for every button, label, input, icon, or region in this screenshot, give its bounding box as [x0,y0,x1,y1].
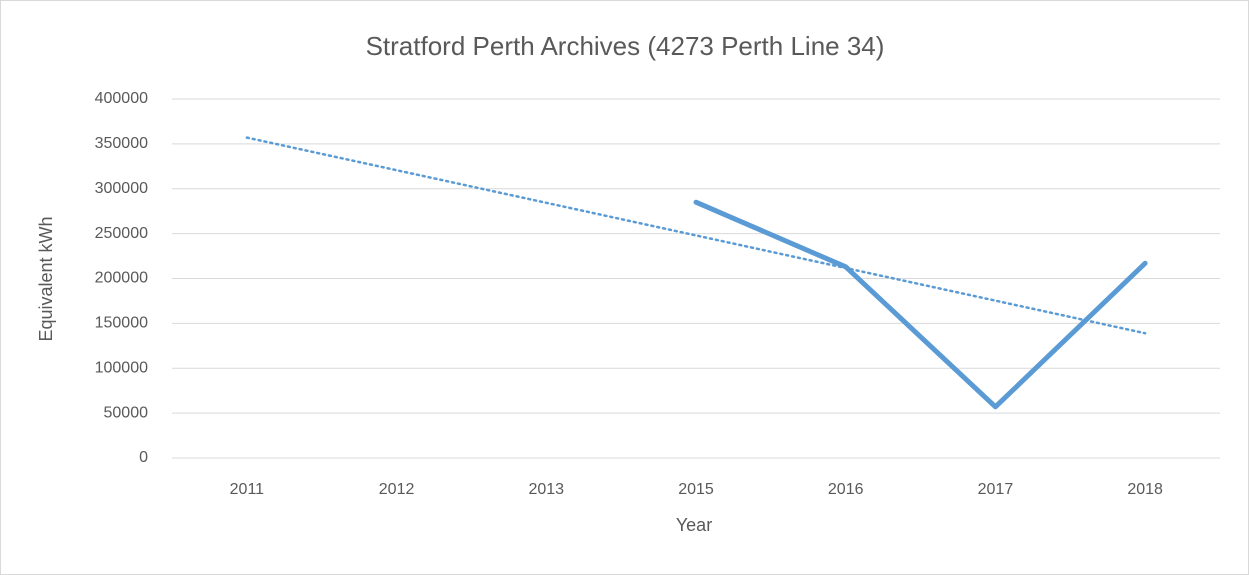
y-tick-label: 0 [139,449,148,466]
chart-title: Stratford Perth Archives (4273 Perth Lin… [366,31,885,61]
x-tick-label: 2012 [379,481,415,498]
y-tick-label: 350000 [95,135,148,152]
x-axis-label: Year [676,515,712,535]
x-tick-label: 2018 [1127,481,1163,498]
x-tick-label: 2016 [828,481,864,498]
trendline [245,136,1147,335]
y-tick-label: 200000 [95,270,148,287]
x-tick-label: 2017 [978,481,1014,498]
y-tick-label: 250000 [95,225,148,242]
y-tick-label: 400000 [95,90,148,107]
x-tick-label: 2015 [678,481,714,498]
x-tick-label: 2013 [528,481,564,498]
y-tick-label: 100000 [95,359,148,376]
series-line [693,199,1148,410]
y-tick-label: 300000 [95,180,148,197]
y-axis-label: Equivalent kWh [36,216,56,341]
x-tick-label: 2011 [230,481,265,498]
y-tick-label: 50000 [104,404,149,421]
y-tick-label: 150000 [95,315,148,332]
